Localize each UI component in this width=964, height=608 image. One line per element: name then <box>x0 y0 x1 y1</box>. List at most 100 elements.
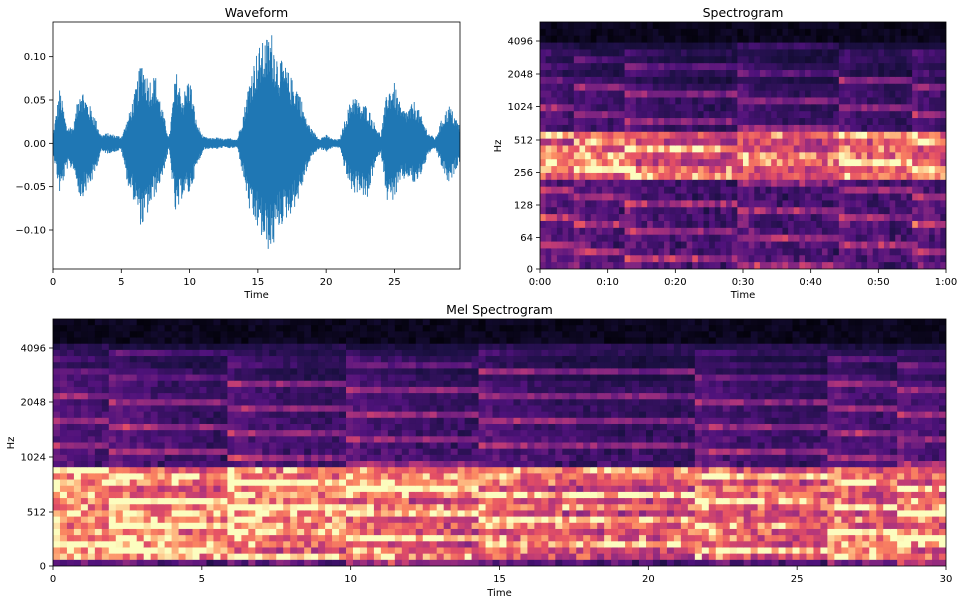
spectrogram-cell <box>262 405 270 412</box>
spectrogram-cell <box>563 111 569 118</box>
spectrogram-cell <box>276 331 284 338</box>
spectrogram-cell <box>687 146 693 153</box>
spectrogram-cell <box>771 29 777 36</box>
spectrogram-cell <box>220 535 228 542</box>
spectrogram-cell <box>884 84 890 91</box>
spectrogram-cell <box>799 91 805 98</box>
spectrogram-cell <box>760 152 766 159</box>
spectrogram-cell <box>861 235 867 242</box>
spectrogram-cell <box>861 221 867 228</box>
spectrogram-cell <box>890 228 896 235</box>
spectrogram-cell <box>653 43 659 50</box>
spectrogram-cell <box>585 173 591 180</box>
spectrogram-cell <box>74 331 82 338</box>
spectrogram-cell <box>60 331 68 338</box>
spectrogram-cell <box>698 56 704 63</box>
spectrogram-cell <box>833 36 839 43</box>
spectrogram-cell <box>95 350 103 357</box>
spectrogram-cell <box>381 498 389 505</box>
spectrogram-cell <box>749 84 755 91</box>
spectrogram-cell <box>799 242 805 249</box>
spectrogram-cell <box>381 443 389 450</box>
spectrogram-cell <box>88 430 96 437</box>
spectrogram-cell <box>929 159 935 166</box>
spectrogram-cell <box>574 97 580 104</box>
spectrogram-cell <box>754 91 760 98</box>
spectrogram-cell <box>304 344 312 351</box>
spectrogram-cell <box>374 399 382 406</box>
spectrogram-cell <box>234 473 242 480</box>
spectrogram-cell <box>304 436 312 443</box>
spectrogram-cell <box>283 467 291 474</box>
spectrogram-cell <box>360 362 368 369</box>
spectrogram-cell <box>262 331 270 338</box>
spectrogram-cell <box>918 248 924 255</box>
spectrogram-cell <box>563 159 569 166</box>
spectrogram-cell <box>726 36 732 43</box>
spectrogram-cell <box>574 187 580 194</box>
spectrogram-cell <box>325 547 333 554</box>
spectrogram-cell <box>53 399 61 406</box>
spectrogram-cell <box>220 362 228 369</box>
spectrogram-cell <box>193 504 201 511</box>
spectrogram-cell <box>579 84 585 91</box>
spectrogram-cell <box>878 91 884 98</box>
spectrogram-cell <box>262 455 270 462</box>
spectrogram-cell <box>116 504 124 511</box>
spectrogram-cell <box>771 146 777 153</box>
spectrogram-cell <box>297 331 305 338</box>
spectrogram-cell <box>670 84 676 91</box>
spectrogram-cell <box>551 180 557 187</box>
spectrogram-cell <box>395 325 403 332</box>
spectrogram-cell <box>839 104 845 111</box>
spectrogram-cell <box>165 547 173 554</box>
spectrogram-cell <box>179 362 187 369</box>
spectrogram-cell <box>283 523 291 530</box>
spectrogram-cell <box>743 159 749 166</box>
spectrogram-cell <box>332 331 340 338</box>
spectrogram-cell <box>726 255 732 262</box>
spectrogram-cell <box>144 554 152 561</box>
spectrogram-cell <box>416 473 424 480</box>
spectrogram-cell <box>653 255 659 262</box>
spectrogram-cell <box>53 535 61 542</box>
spectrogram-cell <box>732 159 738 166</box>
spectrogram-cell <box>878 152 884 159</box>
spectrogram-cell <box>109 381 117 388</box>
spectrogram-cell <box>856 152 862 159</box>
spectrogram-cell <box>172 455 180 462</box>
spectrogram-cell <box>709 235 715 242</box>
spectrogram-cell <box>346 399 354 406</box>
spectrogram-cell <box>630 104 636 111</box>
spectrogram-cell <box>602 36 608 43</box>
spectrogram-cell <box>339 368 347 375</box>
spectrogram-cell <box>811 228 817 235</box>
spectrogram-cell <box>227 492 235 499</box>
spectrogram-cell <box>186 356 194 363</box>
spectrogram-cell <box>158 523 166 530</box>
spectrogram-cell <box>681 63 687 70</box>
spectrogram-cell <box>269 467 277 474</box>
spectrogram-cell <box>151 504 159 511</box>
spectrogram-cell <box>675 49 681 56</box>
spectrogram-cell <box>297 338 305 345</box>
spectrogram-cell <box>220 461 228 468</box>
spectrogram-cell <box>579 49 585 56</box>
spectrogram-cell <box>568 111 574 118</box>
spectrogram-cell <box>95 338 103 345</box>
spectrogram-cell <box>873 152 879 159</box>
spectrogram-cell <box>74 443 82 450</box>
spectrogram-cell <box>262 362 270 369</box>
spectrogram-cell <box>642 111 648 118</box>
spectrogram-cell <box>687 242 693 249</box>
spectrogram-cell <box>220 449 228 456</box>
spectrogram-cell <box>732 49 738 56</box>
spectrogram-cell <box>332 368 340 375</box>
spectrogram-cell <box>95 504 103 511</box>
spectrogram-cell <box>596 159 602 166</box>
spectrogram-cell <box>574 228 580 235</box>
spectrogram-cell <box>782 56 788 63</box>
spectrogram-cell <box>670 173 676 180</box>
spectrogram-cell <box>670 242 676 249</box>
